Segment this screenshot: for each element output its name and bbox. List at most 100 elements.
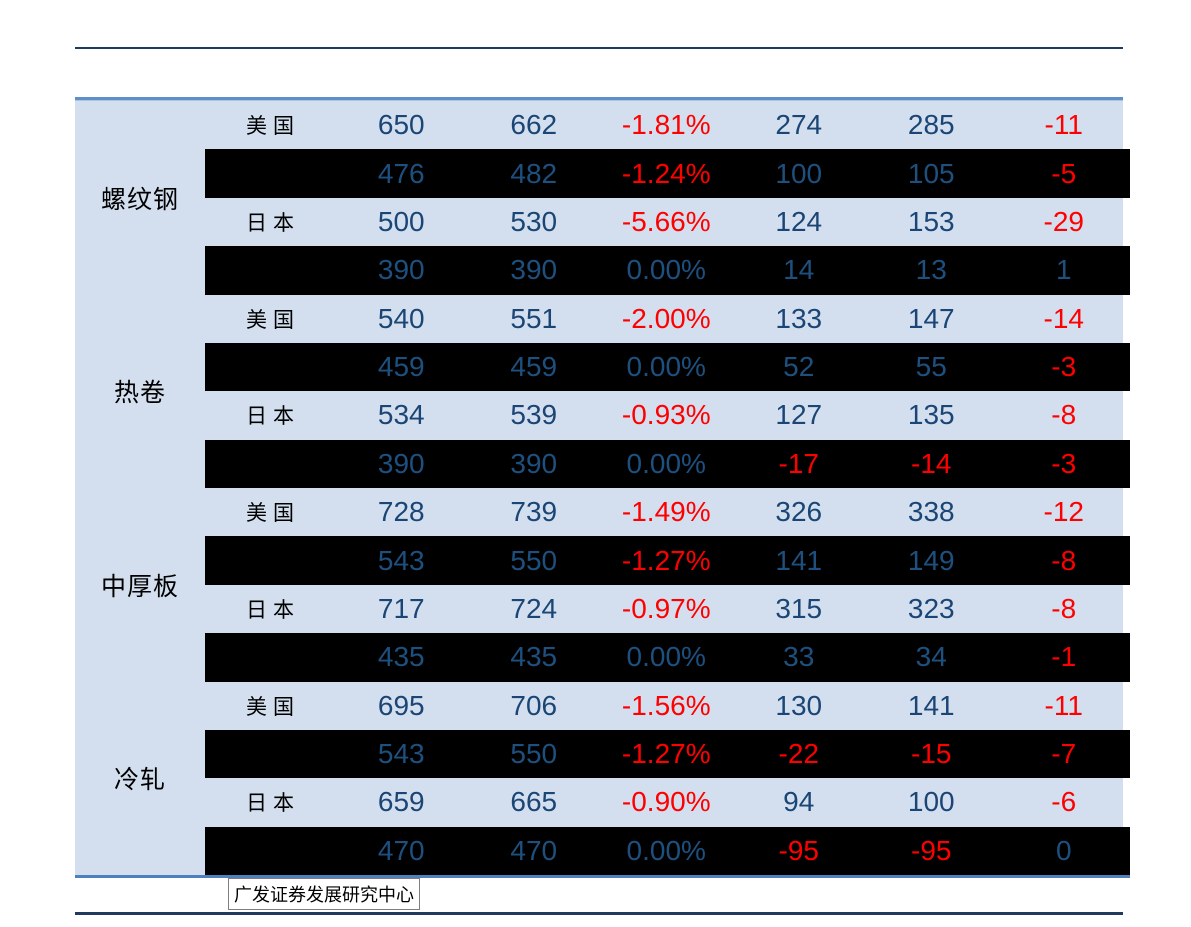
value-cell: 338 [907,496,955,528]
steel-price-table: 螺纹钢 热卷 中厚板 冷轧 美国 650 662 -1.81% 274 285 -11 476 482… [75,97,1130,878]
country-label [205,536,335,584]
value-cell: 662 [510,109,558,141]
value-cell: -0.97% [621,592,711,624]
value-cell: 739 [510,496,558,528]
value-cell: -1 [1051,641,1077,673]
value-cell: -11 [1044,689,1083,721]
table-row: 390 390 0.00% -17 -14 -3 [205,439,1130,488]
value-cell: -8 [1051,399,1077,431]
value-cell: 435 [510,641,558,673]
table-row: 435 435 0.00% 33 34 -1 [205,633,1130,682]
value-cell: 52 [783,351,815,383]
value-cell: 659 [377,786,425,818]
value-cell: 550 [510,544,558,576]
value-cell: -14 [911,447,952,479]
value-cell: 13 [915,254,947,286]
credit-text: 广发证券发展研究中心 [234,885,414,905]
country-label [205,246,335,294]
category-label: 中厚板 [100,573,179,601]
table-row: 美国 695 706 -1.56% 130 141 -11 [205,681,1130,730]
value-cell: 459 [510,351,558,383]
table-row: 390 390 0.00% 14 13 1 [205,246,1130,295]
country-label: 日本 [246,404,300,429]
value-cell: 33 [783,641,815,673]
value-cell: 326 [775,496,823,528]
table-row: 日本 534 539 -0.93% 127 135 -8 [205,391,1130,440]
value-cell: 315 [775,592,823,624]
table-row: 459 459 0.00% 52 55 -3 [205,342,1130,392]
table-bottom-border [75,875,1130,878]
value-cell: 540 [377,302,425,334]
value-cell: 1 [1055,254,1072,286]
value-cell: 135 [907,399,955,431]
table-top-border [75,97,1123,101]
table-row: 美国 728 739 -1.49% 326 338 -12 [205,488,1130,537]
value-cell: -1.27% [621,738,711,770]
value-cell: 149 [907,544,955,576]
category-label: 螺纹钢 [100,186,179,214]
value-cell: -1.27% [621,544,711,576]
value-cell: -8 [1051,544,1077,576]
value-cell: 105 [907,157,955,189]
value-cell: 55 [915,351,947,383]
value-cell: 650 [377,109,425,141]
value-cell: 0.00% [626,351,706,383]
value-cell: 706 [510,689,558,721]
value-cell: 141 [775,544,823,576]
value-cell: 153 [907,205,955,237]
value-cell: 0.00% [626,834,706,866]
value-cell: 0.00% [626,447,706,479]
value-cell: 530 [510,205,558,237]
value-cell: 539 [510,399,558,431]
value-cell: 550 [510,738,558,770]
country-label: 日本 [246,210,300,235]
country-label: 日本 [246,791,300,816]
value-cell: -14 [1043,302,1084,334]
value-cell: 476 [377,157,425,189]
value-cell: -3 [1051,447,1077,479]
value-cell: 141 [907,689,955,721]
value-cell: -95 [911,834,952,866]
table-row: 470 470 0.00% -95 -95 0 [205,826,1130,875]
value-cell: -1.81% [621,109,711,141]
value-cell: 390 [377,447,425,479]
value-cell: 390 [510,254,558,286]
value-cell: 543 [377,544,425,576]
table-row: 543 550 -1.27% -22 -15 -7 [205,729,1130,779]
value-cell: 274 [775,109,823,141]
value-cell: 147 [907,302,955,334]
table-row: 日本 717 724 -0.97% 315 323 -8 [205,584,1130,634]
value-cell: 551 [510,302,558,334]
value-cell: -1.56% [621,689,711,721]
value-cell: 130 [775,689,823,721]
value-cell: -6 [1051,786,1077,818]
value-cell: 34 [915,641,947,673]
value-cell: 100 [907,786,955,818]
value-cell: 94 [783,786,815,818]
value-cell: -5 [1051,157,1077,189]
value-cell: 133 [775,302,823,334]
credit-box: 广发证券发展研究中心 [228,878,420,910]
value-cell: 323 [907,592,955,624]
value-cell: 724 [510,592,558,624]
country-label: 美国 [246,694,300,719]
value-cell: 14 [783,254,815,286]
table-row: 476 482 -1.24% 100 105 -5 [205,149,1130,198]
value-cell: 0.00% [626,254,706,286]
table-row: 美国 540 551 -2.00% 133 147 -14 [205,294,1130,343]
value-cell: 124 [775,205,823,237]
table-row: 日本 500 530 -5.66% 124 153 -29 [205,197,1130,247]
table-row: 543 550 -1.27% 141 149 -8 [205,536,1130,585]
bottom-rule [75,912,1123,915]
category-column: 螺纹钢 热卷 中厚板 冷轧 [75,101,205,875]
value-cell: 390 [377,254,425,286]
value-cell: -11 [1044,109,1083,141]
country-label [205,440,335,488]
value-cell: 665 [510,786,558,818]
value-cell: -8 [1051,592,1077,624]
value-cell: -5.66% [621,205,711,237]
value-cell: -15 [911,738,952,770]
value-cell: -0.93% [621,399,711,431]
country-label [205,633,335,681]
category-label: 热卷 [113,380,166,408]
